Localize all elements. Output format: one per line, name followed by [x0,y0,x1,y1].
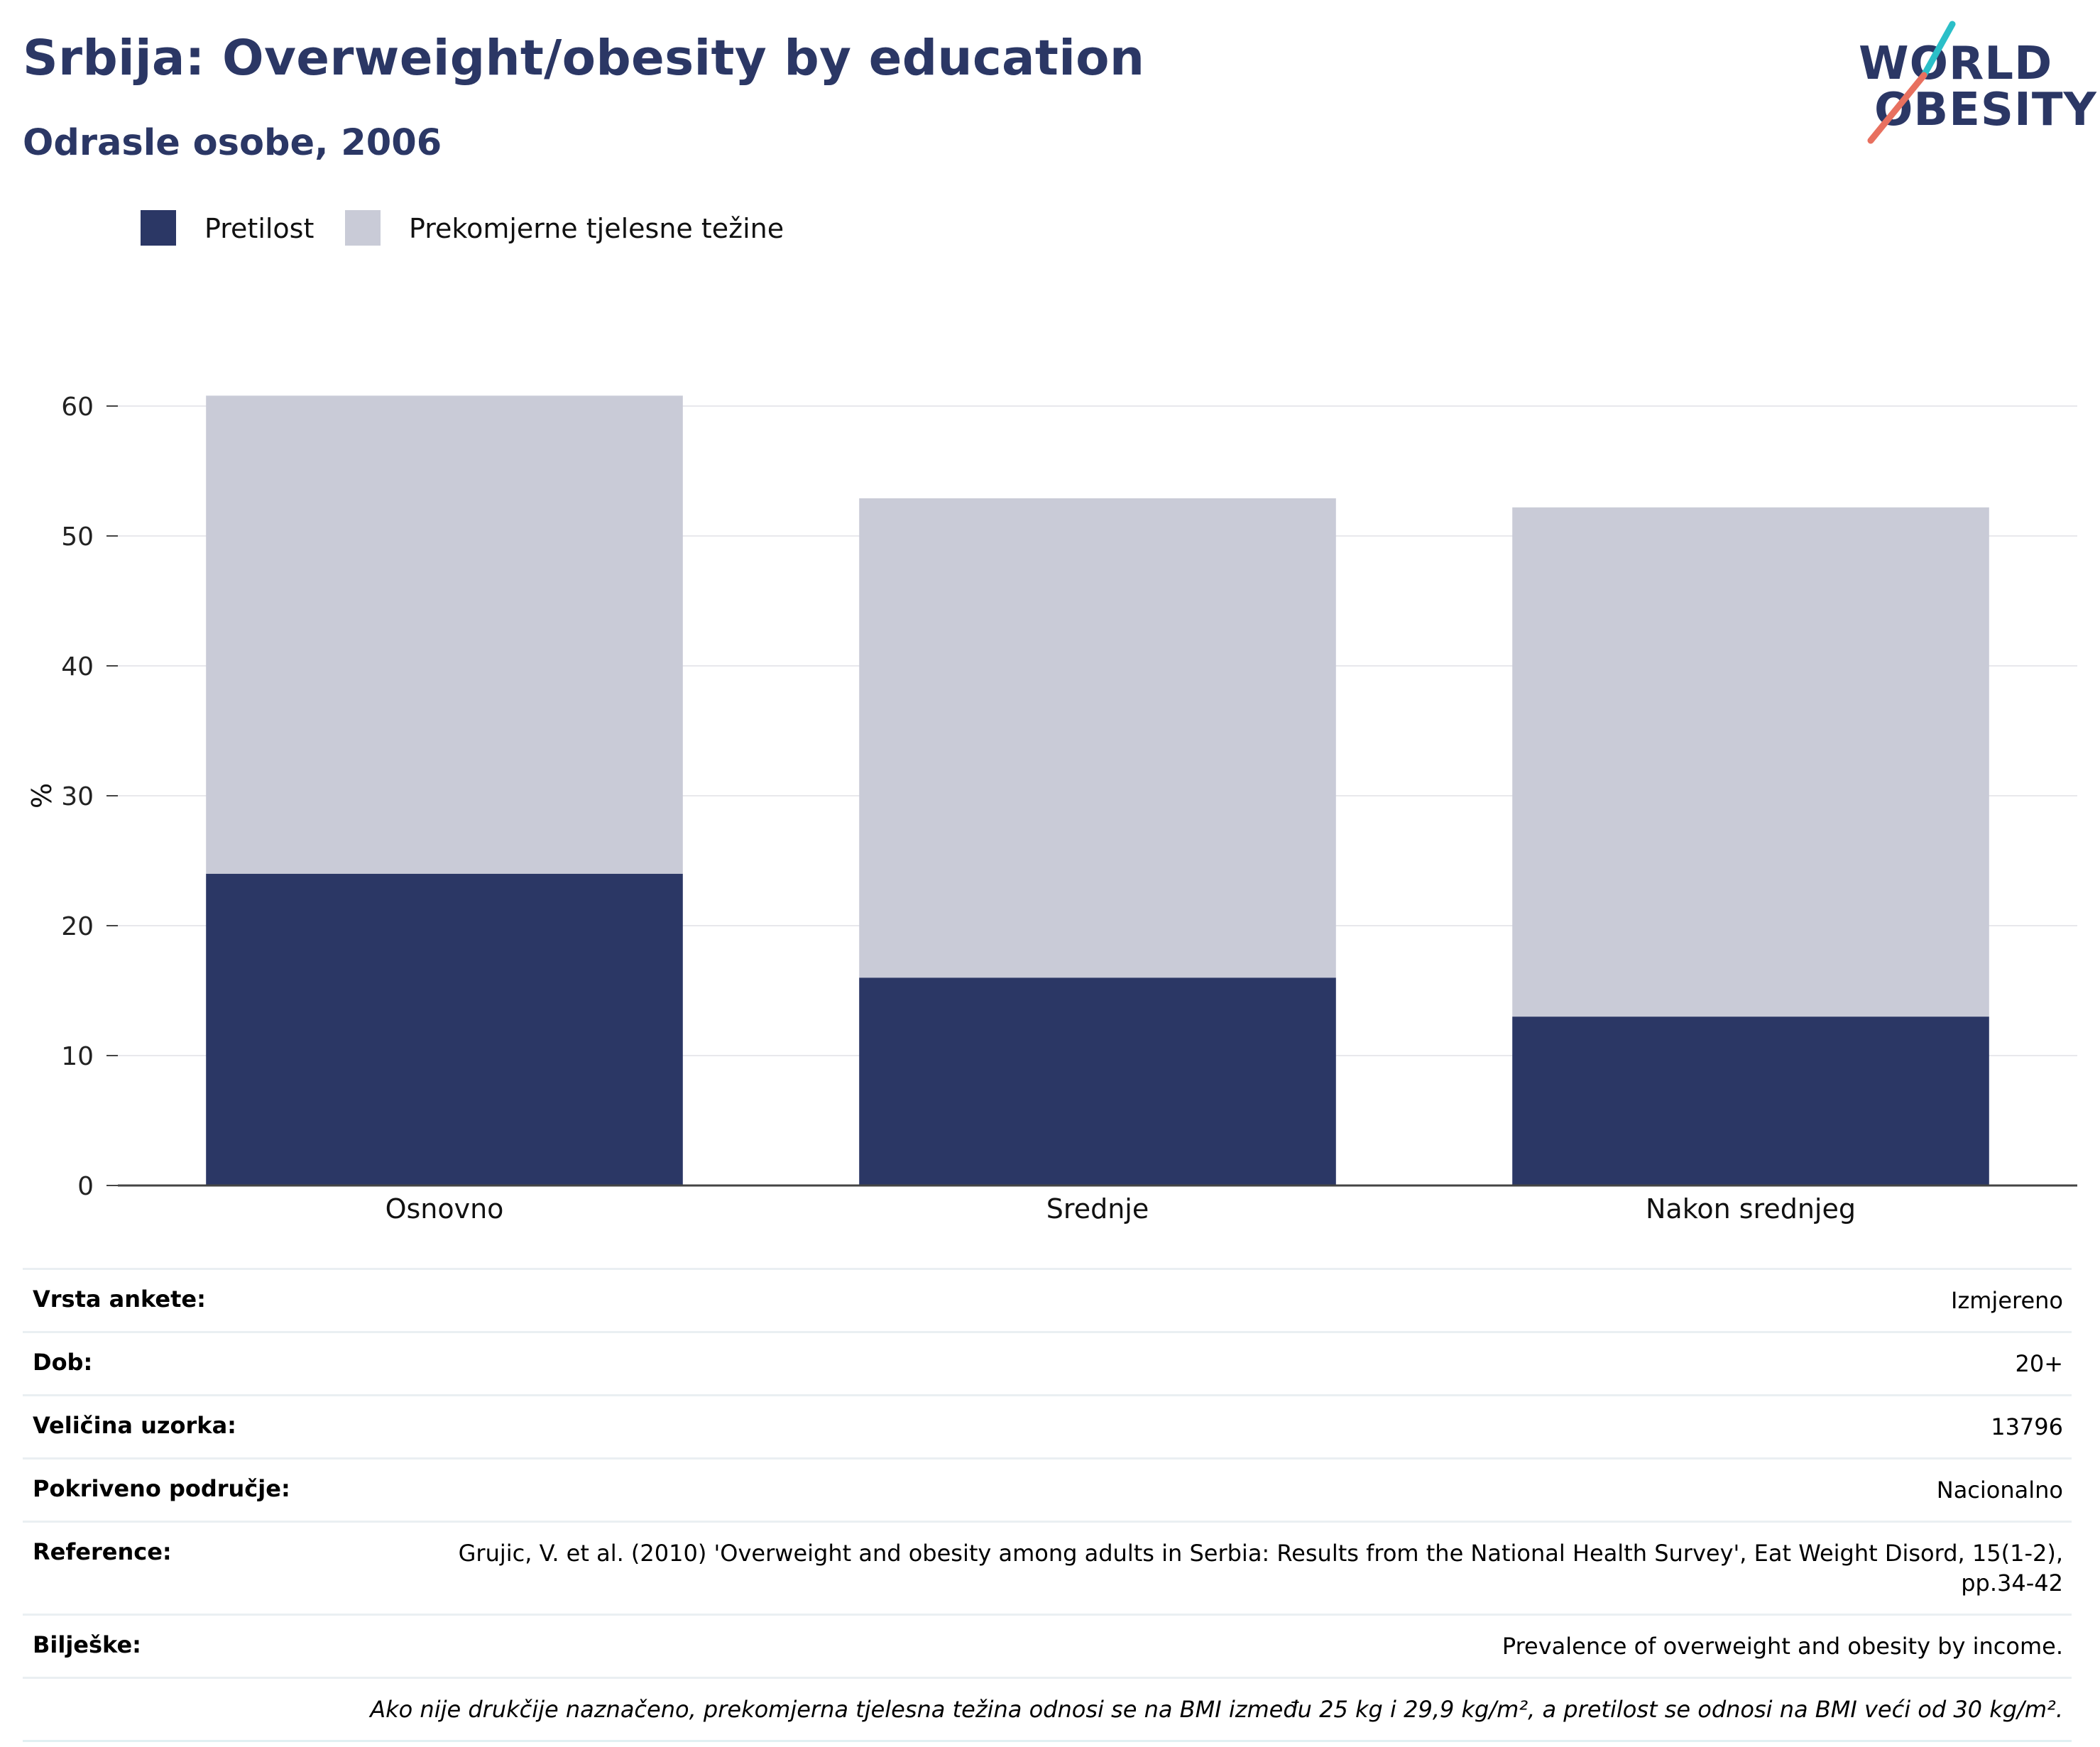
meta-row-notes: Bilješke: Prevalence of overweight and o… [23,1614,2072,1677]
meta-row-coverage: Pokriveno područje: Nacionalno [23,1457,2072,1521]
meta-key: Dob: [33,1349,93,1376]
chart-subtitle: Odrasle osobe, 2006 [23,122,442,164]
meta-row-sample-size: Veličina uzorka: 13796 [23,1394,2072,1457]
legend-label-obesity: Pretilost [204,213,315,244]
meta-key: Pokriveno područje: [33,1475,290,1502]
y-tick-label: 50 [61,522,94,552]
bar-overweight [1512,507,1989,1017]
logo-line-1: WORLD [1859,38,2053,90]
meta-row-reference: Reference: Grujic, V. et al. (2010) 'Ove… [23,1521,2072,1614]
meta-key: Veličina uzorka: [33,1412,236,1439]
x-tick-label: Nakon srednjeg [1646,1193,1856,1225]
meta-value: Prevalence of overweight and obesity by … [1502,1633,2063,1660]
bar-obesity [859,977,1336,1185]
bmi-footnote: Ako nije drukčije naznačeno, prekomjerna… [23,1677,2072,1742]
x-tick-label: Osnovno [385,1193,504,1225]
bar-obesity [206,873,683,1185]
y-tick-label: 20 [61,912,94,941]
x-tick-label: Srednje [1046,1193,1149,1225]
y-axis-label: % [26,783,58,809]
y-tick-label: 40 [61,652,94,681]
bar-obesity [1512,1017,1989,1185]
bar-chart: 0 10 20 30 40 50 60% Osnovno Srednje Nakon srednj… [26,393,2077,1225]
legend-swatch-overweight [345,210,381,246]
legend-label-overweight: Prekomjerne tjelesne težine [409,213,784,244]
chart-title: Srbija: Overweight/obesity by education [23,30,1145,87]
world-obesity-logo: WORLD OBESITY [1853,20,2096,148]
legend-swatch-obesity [141,210,176,246]
meta-value: Izmjereno [1951,1287,2063,1314]
y-tick-label: 30 [61,782,94,811]
meta-value: Grujic, V. et al. (2010) 'Overweight and… [458,1540,2063,1597]
y-tick-label: 0 [77,1172,94,1201]
meta-key: Vrsta ankete: [33,1286,206,1313]
meta-row-age: Dob: 20+ [23,1331,2072,1394]
y-tick-label: 60 [61,393,94,422]
meta-value: 13796 [1991,1413,2063,1440]
meta-value: Nacionalno [1936,1477,2063,1504]
bar-overweight [859,498,1336,978]
meta-key: Reference: [33,1538,172,1565]
bar-overweight [206,395,683,874]
y-tick-label: 10 [61,1042,94,1071]
logo-slash-icon [1867,21,1956,144]
survey-metadata-table: Vrsta ankete: Izmjereno Dob: 20+ Veličin… [23,1268,2072,1742]
meta-row-survey-type: Vrsta ankete: Izmjereno [23,1268,2072,1331]
meta-value: 20+ [2015,1350,2063,1377]
meta-key: Bilješke: [33,1631,141,1658]
